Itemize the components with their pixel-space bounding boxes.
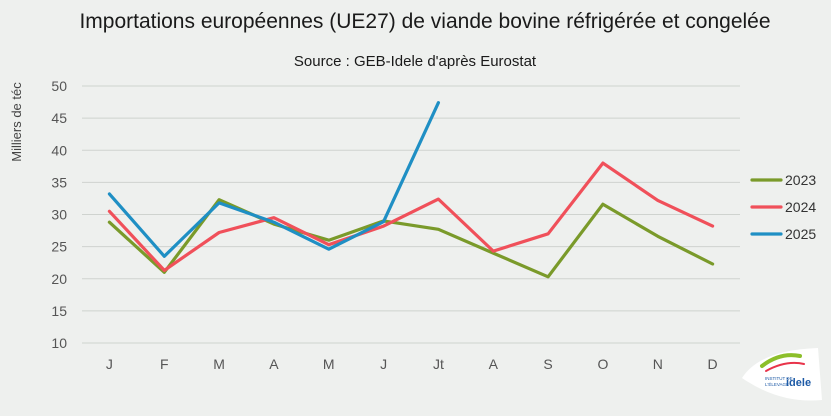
- data-point-2023: [656, 235, 659, 238]
- series-line-2024: [107, 161, 715, 272]
- logo-brand: idele: [786, 377, 811, 389]
- data-point-2025: [327, 247, 330, 251]
- data-point-2025: [108, 192, 111, 196]
- x-tick-label: O: [597, 356, 608, 372]
- grid-layer: [82, 85, 740, 344]
- y-tick-label: 45: [51, 110, 67, 126]
- chart-title: Importations européennes (UE27) de viand…: [79, 10, 770, 33]
- x-tick-label: A: [489, 356, 499, 372]
- data-point-2024: [108, 210, 111, 213]
- data-point-2023: [437, 228, 440, 231]
- data-point-2023: [546, 275, 550, 279]
- y-tick-label: 30: [51, 207, 67, 223]
- logo-badge: [742, 348, 822, 401]
- x-tick-label: Jt: [433, 356, 444, 372]
- chart-subtitle: Source : GEB-Idele d'après Eurostat: [294, 53, 537, 70]
- y-axis-label: Milliers de téc: [9, 82, 24, 162]
- x-tick-label: J: [380, 356, 387, 372]
- x-tick-label: M: [323, 356, 335, 372]
- legend-label-2025: 2025: [785, 226, 816, 242]
- logo-text-line1: INSTITUT DE: [765, 376, 793, 381]
- data-point-2024: [546, 232, 550, 235]
- legend-label-2023: 2023: [785, 172, 816, 188]
- logo-text-line2: L'ÉLEVAGE: [765, 381, 789, 387]
- data-point-2024: [437, 197, 440, 201]
- logo-swoosh-green: [760, 353, 802, 368]
- y-tick-label: 35: [51, 174, 67, 190]
- y-tick-labels: 10 15 20 25 30 35 40 45 50: [51, 78, 67, 351]
- data-point-2023: [327, 239, 330, 242]
- data-point-2024: [272, 216, 276, 219]
- y-tick-label: 15: [51, 303, 67, 319]
- data-point-2023: [217, 198, 221, 201]
- data-point-2025: [217, 201, 221, 205]
- y-tick-label: 40: [51, 142, 67, 158]
- legend-label-2024: 2024: [785, 199, 816, 215]
- x-tick-label: A: [269, 356, 279, 372]
- data-point-2023: [711, 262, 714, 266]
- y-tick-label: 50: [51, 78, 67, 94]
- x-tick-label: M: [213, 356, 225, 372]
- data-point-2024: [492, 249, 495, 253]
- data-point-2024: [327, 243, 330, 246]
- y-tick-label: 10: [51, 335, 67, 351]
- x-tick-labels: J F M A M J Jt A S O N D: [106, 356, 718, 372]
- data-point-2025: [437, 101, 440, 104]
- data-point-2024: [382, 224, 385, 228]
- series-line-2025: [107, 101, 440, 258]
- data-point-2025: [272, 221, 276, 224]
- series-layer: [107, 101, 715, 279]
- data-point-2025: [163, 255, 166, 258]
- x-tick-label: F: [160, 356, 169, 372]
- y-tick-label: 20: [51, 271, 67, 287]
- data-point-2024: [711, 224, 714, 228]
- data-point-2024: [601, 161, 605, 165]
- data-point-2023: [601, 203, 605, 206]
- data-point-2024: [163, 269, 166, 272]
- x-tick-label: J: [106, 356, 113, 372]
- logo-swoosh-red: [765, 361, 805, 372]
- legend: 2023 2024 2025: [750, 172, 816, 242]
- data-point-2023: [108, 221, 111, 224]
- data-point-2024: [656, 199, 659, 202]
- data-point-2024: [217, 231, 221, 234]
- x-tick-label: D: [708, 356, 718, 372]
- data-point-2025: [382, 220, 385, 223]
- x-tick-label: N: [653, 356, 663, 372]
- x-tick-label: S: [543, 356, 552, 372]
- idele-logo: INSTITUT DE L'ÉLEVAGE idele: [742, 348, 822, 401]
- y-tick-label: 25: [51, 239, 67, 255]
